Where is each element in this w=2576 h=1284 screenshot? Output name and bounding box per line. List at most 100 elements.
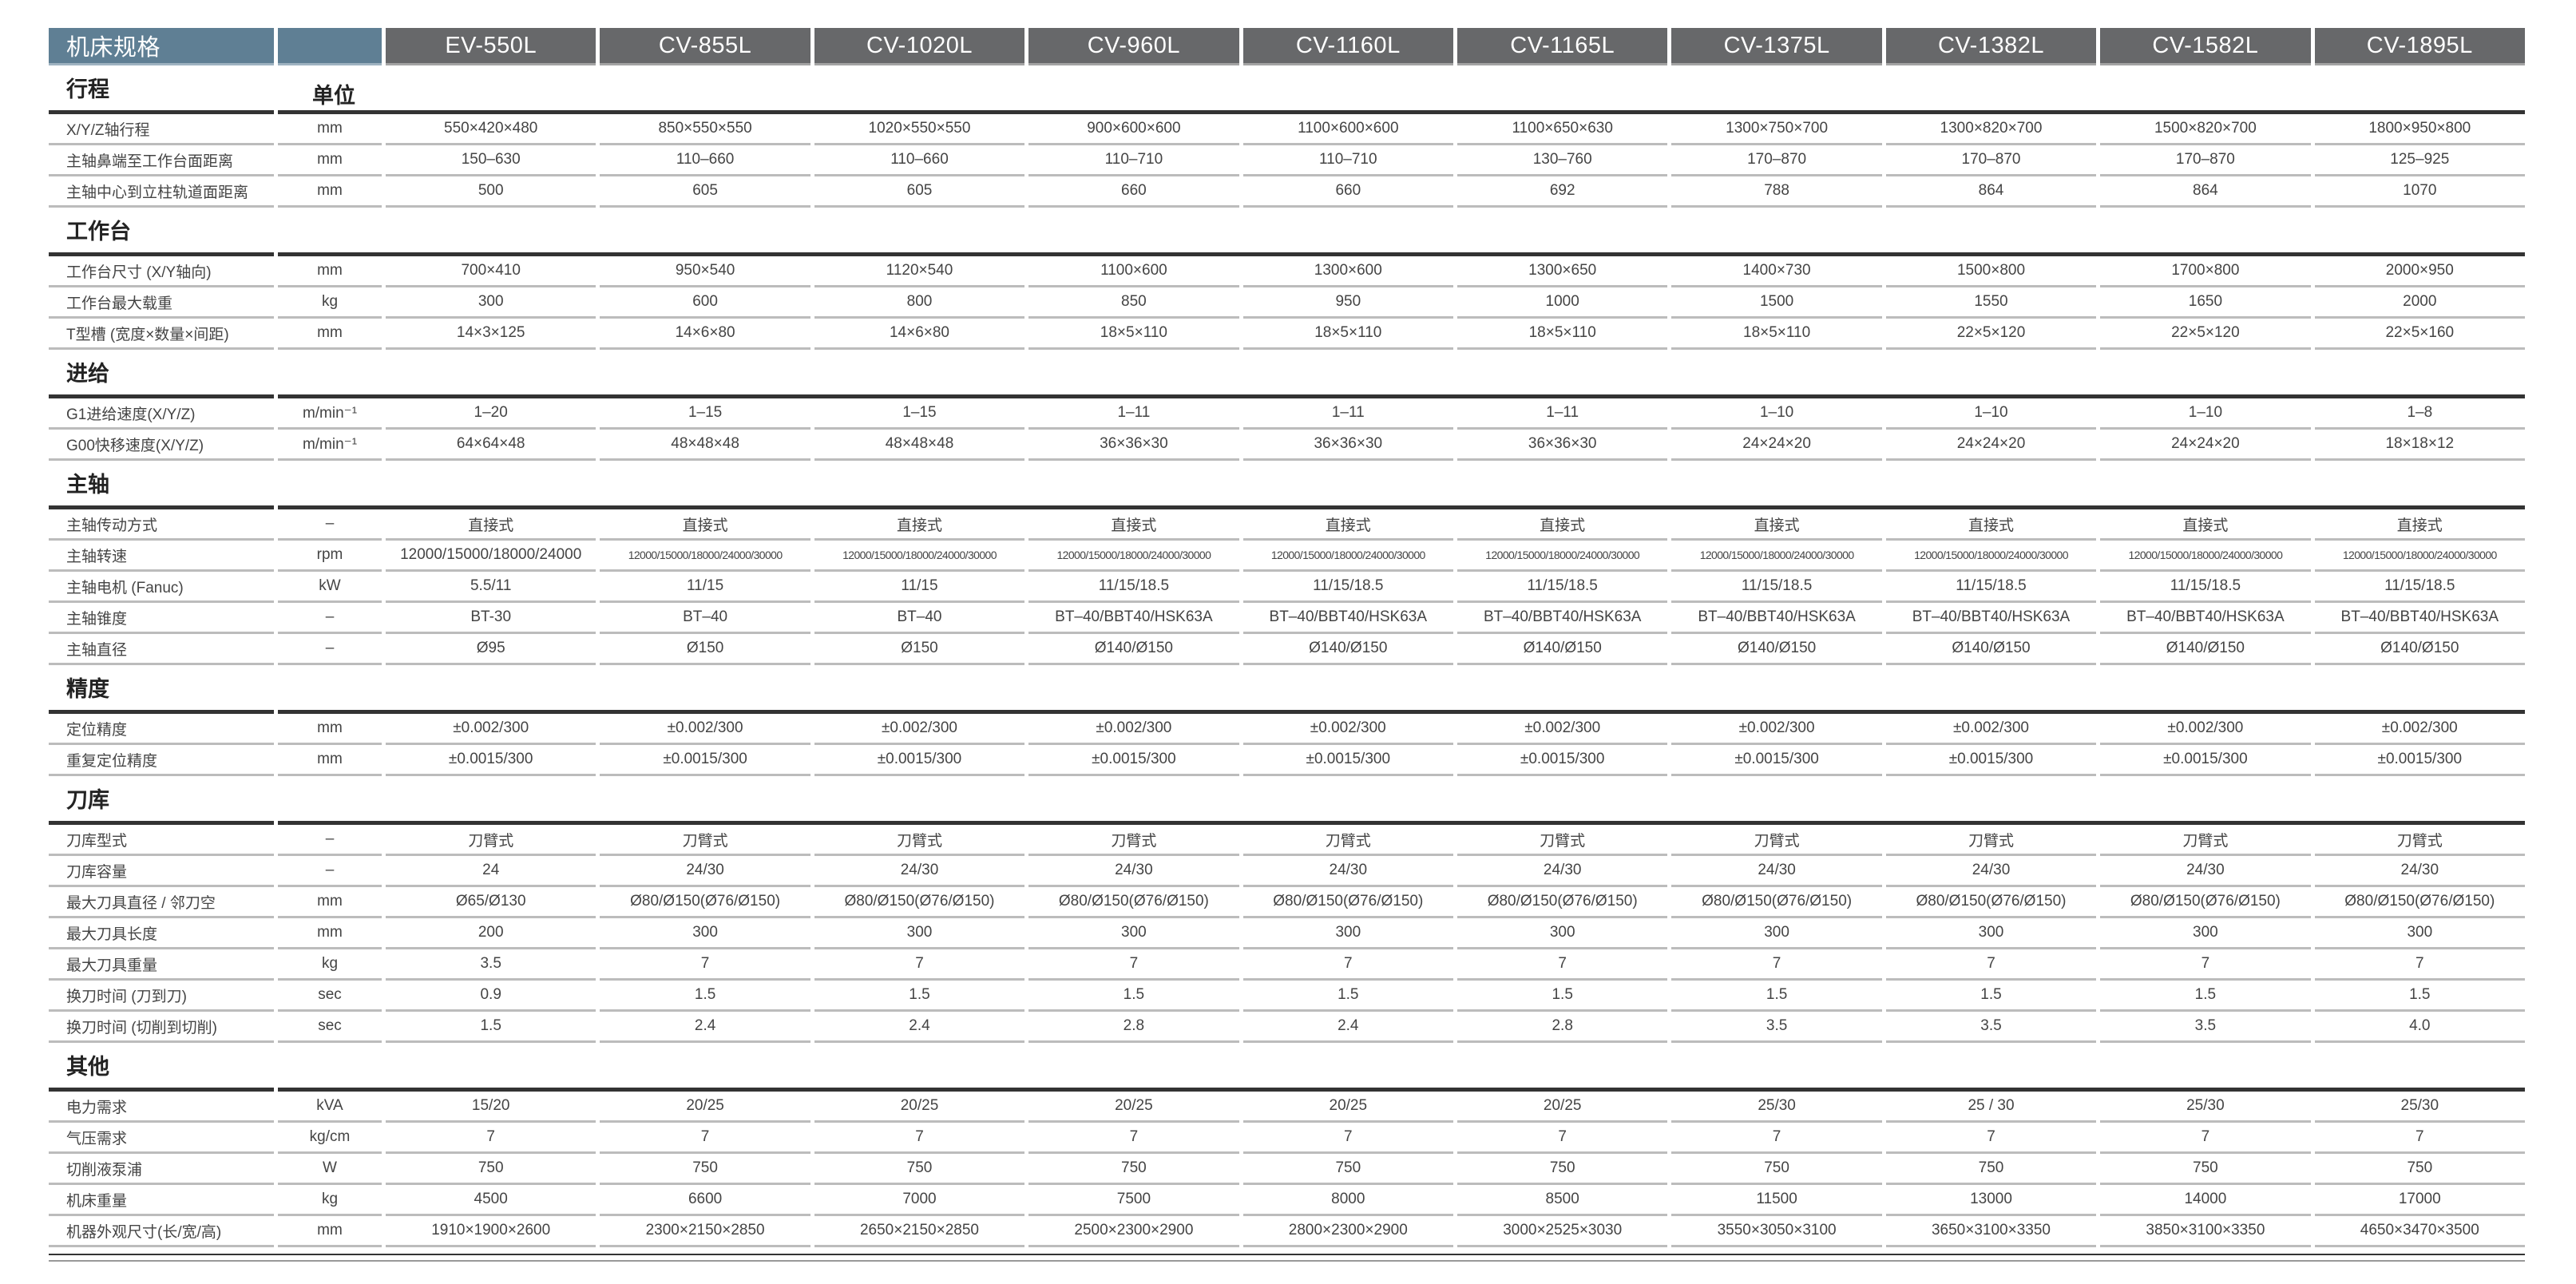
value-cell: 3000×2525×3030 (1456, 1216, 1668, 1247)
section-title: 精度 (66, 677, 109, 701)
value-cell: 900×600×600 (1028, 114, 1239, 145)
row-label: 主轴传动方式 (49, 509, 274, 541)
table-row: 换刀时间 (刀到刀) sec 0.9 1.5 1.5 1.5 1.5 1.5 1.5 1.5 1.5… (49, 981, 2525, 1012)
value-cell: 7 (814, 1123, 1025, 1154)
value-cell: 12000/15000/18000/24000/30000 (600, 541, 810, 572)
table-row: 主轴电机 (Fanuc) kW 5.5/11 11/15 11/15 11/15/18.5… (49, 572, 2525, 603)
value-cell: 刀臂式 (600, 825, 810, 856)
value-cell: 110–710 (1028, 145, 1239, 176)
row-unit: – (278, 634, 382, 665)
value-cell: 11/15/18.5 (1456, 572, 1668, 603)
value-cell: Ø80/Ø150(Ø76/Ø150) (1456, 887, 1668, 918)
section-rule (278, 252, 2525, 256)
value-cell: 750 (1456, 1154, 1668, 1185)
row-label: 主轴转速 (49, 541, 274, 572)
value-cell: 300 (386, 287, 596, 319)
row-label: 换刀时间 (切削到切削) (49, 1012, 274, 1043)
value-cell: 24×24×20 (2100, 430, 2311, 461)
value-cell: 700×410 (386, 256, 596, 287)
section-title: 工作台 (66, 220, 131, 244)
table-row: 最大刀具长度 mm 200 300 300 300 300 300 300 300 300 300 (49, 918, 2525, 949)
row-unit: mm (278, 745, 382, 776)
value-cell: ±0.0015/300 (1456, 745, 1668, 776)
value-cell: 22×5×120 (2100, 319, 2311, 350)
value-cell: Ø140/Ø150 (1671, 634, 1882, 665)
value-cell: 692 (1456, 176, 1668, 208)
value-cell: 1800×950×800 (2314, 114, 2525, 145)
value-cell: 1–8 (2314, 398, 2525, 430)
row-unit: kVA (278, 1092, 382, 1123)
value-cell: 7 (2100, 949, 2311, 981)
value-cell: Ø95 (386, 634, 596, 665)
value-cell: 直接式 (1028, 509, 1239, 541)
value-cell: 1650 (2100, 287, 2311, 319)
value-cell: 500 (386, 176, 596, 208)
value-cell: 300 (1456, 918, 1668, 949)
row-unit: kg (278, 287, 382, 319)
row-unit: kg (278, 949, 382, 981)
table-row: 工作台最大载重 kg 300 600 800 850 950 1000 1500 1550 1650… (49, 287, 2525, 319)
section-rule (49, 710, 274, 714)
value-cell: 7 (2100, 1123, 2311, 1154)
value-cell: 刀臂式 (1456, 825, 1668, 856)
section-rule (49, 1088, 274, 1092)
value-cell: 1.5 (1242, 981, 1453, 1012)
section-header: 行程 单位 (49, 65, 2525, 114)
value-cell: 直接式 (1671, 509, 1882, 541)
value-cell: 64×64×48 (386, 430, 596, 461)
table-row: 刀库容量 –24 24/30 24/30 24/30 24/30 24/30 24/30 24/… (49, 856, 2525, 887)
value-cell: 1100×600 (1028, 256, 1239, 287)
value-cell: 750 (1885, 1154, 2097, 1185)
value-cell: 24/30 (1671, 856, 1882, 887)
value-cell: 20/25 (600, 1092, 810, 1123)
value-cell: 110–660 (814, 145, 1025, 176)
model-header-cell: CV-1020L (814, 28, 1025, 65)
value-cell: ±0.002/300 (1885, 714, 2097, 745)
section-rule (278, 394, 2525, 398)
value-cell: 788 (1671, 176, 1882, 208)
value-cell: 1020×550×550 (814, 114, 1025, 145)
row-unit: mm (278, 145, 382, 176)
model-header-cell: CV-1165L (1456, 28, 1668, 65)
value-cell: 2300×2150×2850 (600, 1216, 810, 1247)
value-cell: Ø140/Ø150 (1028, 634, 1239, 665)
value-cell: 1100×600×600 (1242, 114, 1453, 145)
table-row: G1进给速度(X/Y/Z) m/min⁻¹ 1–20 1–15 1–15 1–11 1–11… (49, 398, 2525, 430)
value-cell: 14000 (2100, 1185, 2311, 1216)
row-label: 气压需求 (49, 1123, 274, 1154)
table-row: T型槽 (宽度×数量×间距) mm 14×3×125 14×6×80 14×6×80 18… (49, 319, 2525, 350)
value-cell: 24/30 (1242, 856, 1453, 887)
table-row: 最大刀具直径 / 邻刀空 mm Ø65/Ø130 Ø80/Ø150(Ø76/Ø150)… (49, 887, 2525, 918)
value-cell: 110–660 (600, 145, 810, 176)
value-cell: 25/30 (1671, 1092, 1882, 1123)
table-header: 机床规格 EV-550L CV-855L CV-1020L CV-960L CV-116… (49, 28, 2525, 65)
row-label: 刀库容量 (49, 856, 274, 887)
value-cell: ±0.0015/300 (1671, 745, 1882, 776)
row-unit: mm (278, 714, 382, 745)
value-cell: 12000/15000/18000/24000/30000 (1456, 541, 1668, 572)
value-cell: 1.5 (1671, 981, 1882, 1012)
value-cell: 1–11 (1028, 398, 1239, 430)
row-unit: mm (278, 114, 382, 145)
value-cell: 300 (1242, 918, 1453, 949)
value-cell: 750 (386, 1154, 596, 1185)
value-cell: 刀臂式 (1885, 825, 2097, 856)
section-header: 工作台 (49, 208, 2525, 256)
value-cell: 1300×650 (1456, 256, 1668, 287)
value-cell: 1.5 (814, 981, 1025, 1012)
value-cell: 24/30 (2314, 856, 2525, 887)
row-label: 主轴中心到立柱轨道面距离 (49, 176, 274, 208)
section-title: 主轴 (66, 473, 109, 497)
value-cell: 24/30 (1456, 856, 1668, 887)
value-cell: 550×420×480 (386, 114, 596, 145)
table-row: 定位精度 mm ±0.002/300 ±0.002/300 ±0.002/300 ±0.0… (49, 714, 2525, 745)
value-cell: 36×36×30 (1242, 430, 1453, 461)
value-cell: 3.5 (386, 949, 596, 981)
value-cell: 2.4 (814, 1012, 1025, 1043)
value-cell: 18×5×110 (1456, 319, 1668, 350)
value-cell: 25/30 (2100, 1092, 2311, 1123)
value-cell: 15/20 (386, 1092, 596, 1123)
value-cell: 0.9 (386, 981, 596, 1012)
model-header-cell: CV-855L (600, 28, 810, 65)
value-cell: 20/25 (814, 1092, 1025, 1123)
